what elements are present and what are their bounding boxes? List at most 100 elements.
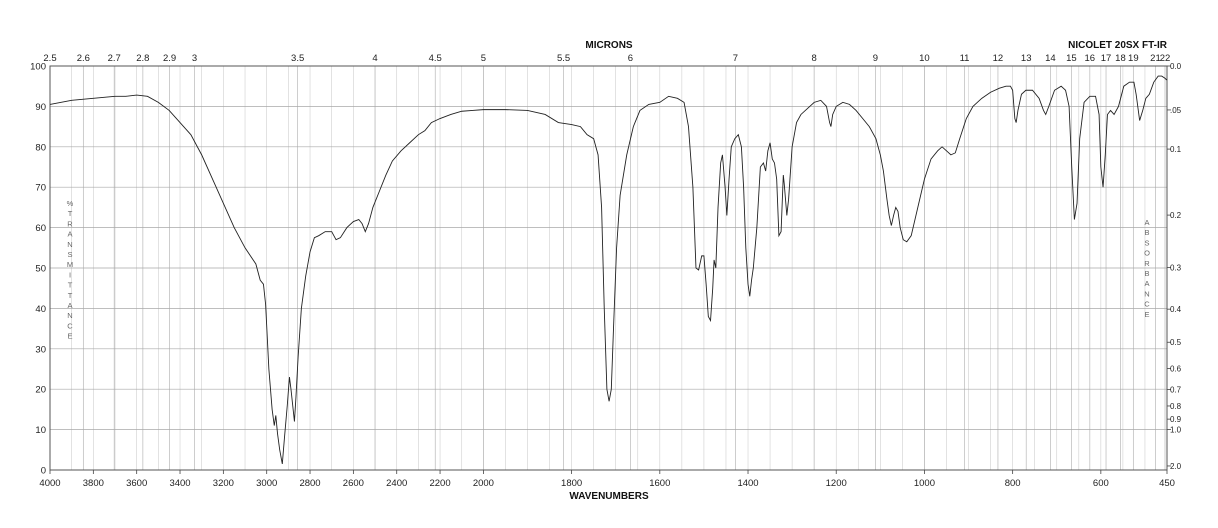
absorbance-tick-label: 2.0 bbox=[1170, 462, 1182, 471]
y-tick-label: 40 bbox=[35, 304, 46, 315]
axis-label-letter: T bbox=[68, 209, 73, 218]
axis-label-letter: O bbox=[1144, 249, 1150, 258]
micron-tick-label: 2.5 bbox=[43, 53, 56, 64]
y-tick-label: 10 bbox=[35, 425, 46, 436]
axis-label-letter: N bbox=[67, 240, 72, 249]
absorbance-tick-label: 0.7 bbox=[1170, 385, 1182, 394]
y-tick-label: 60 bbox=[35, 223, 46, 234]
spectrum-series-line bbox=[49, 75, 1168, 465]
axis-label-letter: T bbox=[68, 281, 73, 290]
micron-tick-label: 2.9 bbox=[163, 53, 176, 64]
axis-label-letter: N bbox=[1144, 289, 1149, 298]
axis-label-letter: M bbox=[67, 260, 73, 269]
axis-label-letter: A bbox=[1144, 218, 1149, 227]
absorbance-tick-label: 0.4 bbox=[1170, 305, 1182, 314]
wavenumber-tick-labels: 4000 3800 3600 3400 3200 3000 2800 2600 2400 2200… bbox=[39, 470, 1175, 489]
x-tick-label: 2400 bbox=[386, 478, 407, 489]
micron-tick-label: 16 bbox=[1085, 53, 1096, 64]
micron-tick-label: 3.5 bbox=[291, 53, 304, 64]
micron-tick-label: 15 bbox=[1066, 53, 1077, 64]
top-axis-label: MICRONS bbox=[585, 40, 633, 51]
micron-tick-label: 5 bbox=[481, 53, 486, 64]
y-tick-label: 50 bbox=[35, 264, 46, 275]
absorbance-tick-label: 0.1 bbox=[1170, 145, 1182, 154]
micron-tick-label: 6 bbox=[628, 53, 633, 64]
x-tick-label: 2000 bbox=[473, 478, 494, 489]
x-tick-label: 2200 bbox=[429, 478, 450, 489]
x-tick-label: 1800 bbox=[561, 478, 582, 489]
absorbance-tick-label: 1.0 bbox=[1170, 426, 1182, 435]
absorbance-tick-labels: 0.0 .05 0.1 0.2 0.3 0.4 0.5 0.6 0.7 0.8 0.9 1.0 2.0 bbox=[1167, 62, 1182, 471]
absorbance-tick-label: 0.2 bbox=[1170, 211, 1182, 220]
x-tick-label: 600 bbox=[1093, 478, 1109, 489]
axis-label-letter: N bbox=[67, 311, 72, 320]
micron-tick-label: 2.7 bbox=[108, 53, 121, 64]
y-tick-label: 90 bbox=[35, 102, 46, 113]
micron-tick-label: 12 bbox=[993, 53, 1004, 64]
micron-tick-label: 2.6 bbox=[77, 53, 90, 64]
axis-label-letter: R bbox=[1144, 259, 1150, 268]
axis-label-letter: % bbox=[67, 199, 74, 208]
micron-tick-label: 18 bbox=[1115, 53, 1126, 64]
transmittance-tick-labels: 0 10 20 30 40 50 60 70 80 90 100 bbox=[30, 62, 46, 477]
absorbance-tick-label: 0.8 bbox=[1170, 402, 1182, 411]
micron-tick-label: 19 bbox=[1128, 53, 1139, 64]
axis-label-letter: E bbox=[67, 332, 72, 341]
micron-tick-label: 5.5 bbox=[557, 53, 570, 64]
micron-tick-label: 2.8 bbox=[136, 53, 149, 64]
micron-tick-label: 3 bbox=[192, 53, 197, 64]
absorbance-tick-label: 0.6 bbox=[1170, 365, 1182, 374]
micron-tick-label: 21 bbox=[1150, 53, 1161, 64]
micron-tick-labels: 2.5 2.6 2.7 2.8 2.9 3 3.5 4 4.5 5 5.5 6 7 8 9 10 11 12 13 1… bbox=[43, 53, 1170, 64]
absorbance-tick-label: 0.3 bbox=[1170, 264, 1182, 273]
micron-tick-label: 22 bbox=[1160, 53, 1171, 64]
y-tick-label: 70 bbox=[35, 183, 46, 194]
micron-tick-label: 4.5 bbox=[429, 53, 442, 64]
axis-label-letter: I bbox=[69, 270, 71, 279]
micron-tick-label: 14 bbox=[1045, 53, 1056, 64]
plot-frame bbox=[49, 65, 1168, 471]
axis-label-letter: E bbox=[1144, 310, 1149, 319]
x-tick-label: 3200 bbox=[213, 478, 234, 489]
micron-tick-label: 11 bbox=[960, 53, 970, 64]
axis-label-letter: A bbox=[1144, 279, 1149, 288]
y-tick-label: 100 bbox=[30, 62, 46, 73]
axis-label-letter: C bbox=[1144, 300, 1150, 309]
axis-label-letter: C bbox=[67, 321, 73, 330]
axis-label-letter: R bbox=[67, 219, 73, 228]
micron-tick-label: 17 bbox=[1101, 53, 1112, 64]
axis-label-letter: A bbox=[67, 301, 72, 310]
x-tick-label: 2600 bbox=[343, 478, 364, 489]
x-tick-label: 450 bbox=[1159, 478, 1175, 489]
instrument-label: NICOLET 20SX FT-IR bbox=[1068, 40, 1168, 51]
x-tick-label: 800 bbox=[1005, 478, 1021, 489]
absorbance-tick-label: .05 bbox=[1170, 106, 1182, 115]
micron-tick-label: 8 bbox=[812, 53, 817, 64]
x-tick-label: 1400 bbox=[737, 478, 758, 489]
x-tick-label: 3600 bbox=[126, 478, 147, 489]
x-tick-label: 1200 bbox=[826, 478, 847, 489]
x-tick-label: 3000 bbox=[256, 478, 277, 489]
absorbance-tick-label: 0.0 bbox=[1170, 62, 1182, 71]
micron-tick-label: 10 bbox=[919, 53, 930, 64]
x-tick-label: 1600 bbox=[649, 478, 670, 489]
micron-tick-label: 4 bbox=[372, 53, 377, 64]
axis-label-letter: T bbox=[68, 291, 73, 300]
y-tick-label: 80 bbox=[35, 142, 46, 153]
absorbance-tick-label: 0.9 bbox=[1170, 415, 1182, 424]
y-tick-label: 0 bbox=[41, 466, 46, 477]
absorbance-tick-label: 0.5 bbox=[1170, 338, 1182, 347]
x-tick-label: 4000 bbox=[39, 478, 60, 489]
y-tick-label: 30 bbox=[35, 344, 46, 355]
x-tick-label: 1000 bbox=[914, 478, 935, 489]
x-tick-label: 3800 bbox=[83, 478, 104, 489]
axis-label-letter: B bbox=[1144, 269, 1149, 278]
y-tick-label: 20 bbox=[35, 385, 46, 396]
bottom-axis-label: WAVENUMBERS bbox=[569, 491, 649, 502]
x-tick-label: 3400 bbox=[169, 478, 190, 489]
micron-tick-label: 13 bbox=[1021, 53, 1032, 64]
